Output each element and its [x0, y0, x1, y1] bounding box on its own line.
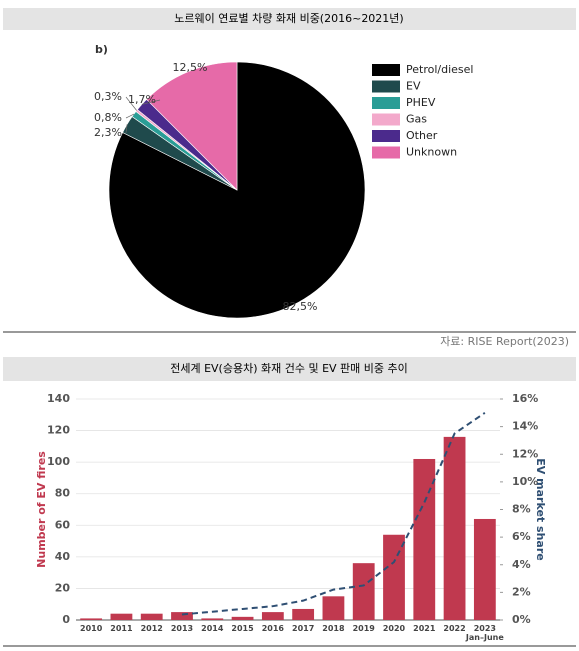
y2-tick-label: 4%: [512, 558, 531, 571]
x-tick-label: 2017: [292, 624, 315, 633]
x-tick-label: 2013: [170, 624, 194, 633]
y-tick-label: 20: [55, 581, 71, 594]
y2-tick-label: 14%: [512, 420, 538, 433]
data-label: 2,3%: [94, 126, 122, 139]
pie-slice: [146, 61, 238, 191]
legend-label: PHEV: [406, 96, 436, 109]
legend-swatch: [372, 64, 400, 76]
x-tick-label: 2015: [231, 624, 254, 633]
legend-swatch: [372, 113, 400, 126]
chart-title: 노르웨이 연료별 차량 화재 비중(2016~2021년): [174, 12, 403, 25]
y-tick-label: 60: [55, 518, 71, 531]
y2-tick-label: 6%: [512, 530, 531, 543]
x-tick-label: 2023 Jan–June: [465, 624, 504, 642]
bar: [413, 458, 436, 620]
chart-title: 전세계 EV(승용차) 화재 건수 및 EV 판매 비중 추이: [170, 362, 408, 375]
bar: [201, 618, 224, 620]
bar: [383, 534, 405, 620]
y-tick-label: 120: [47, 424, 70, 437]
data-label: 0,3%: [94, 90, 122, 103]
bar: [352, 563, 375, 620]
data-label: 12,5%: [173, 61, 208, 74]
bar: [231, 616, 254, 620]
panel-label: b): [95, 43, 108, 56]
y-axis-title: Number of EV fires: [35, 451, 48, 568]
y2-tick-label: 16%: [512, 392, 538, 405]
x-tick-label: 2020: [382, 624, 406, 633]
bar: [171, 612, 193, 620]
x-tick-label: 2012: [140, 624, 163, 633]
bar: [473, 518, 496, 620]
legend-swatch: [372, 97, 400, 109]
leader-line: [125, 96, 137, 111]
x-tick-label: 2022: [443, 624, 466, 633]
bar: [110, 613, 133, 620]
legend-label: Gas: [406, 113, 427, 126]
x-tick-label: 2010: [80, 624, 103, 633]
y2-tick-label: 2%: [512, 585, 531, 598]
x-tick-label: 2011: [110, 624, 133, 633]
bar: [443, 436, 466, 620]
y2-axis-title: EV market share: [534, 458, 547, 560]
y-tick-label: 40: [55, 550, 71, 563]
x-tick-label: 2014: [201, 624, 224, 633]
y2-tick-label: 12%: [512, 447, 538, 460]
line: [181, 411, 486, 616]
bar: [261, 612, 284, 620]
y2-tick-label: 0%: [512, 613, 531, 626]
legend-label: EV: [406, 80, 421, 93]
leader-line: [125, 124, 128, 134]
header-bar: [3, 8, 576, 30]
x-tick-label: 2019: [352, 624, 375, 633]
y-tick-label: 80: [55, 487, 71, 500]
bar: [322, 596, 345, 620]
y2-tick-label: 8%: [512, 503, 531, 516]
x-tick-label: 2016: [261, 624, 284, 633]
legend-swatch: [372, 130, 400, 142]
legend-label: Petrol/diesel: [406, 63, 473, 76]
x-tick-label: 2018: [322, 624, 345, 633]
leader-line: [141, 99, 161, 105]
legend-label: Other: [406, 129, 438, 142]
source: 자료: RISE Report(2023): [440, 335, 569, 348]
bar: [140, 613, 163, 620]
x-tick-label: 2021: [413, 624, 436, 633]
legend-swatch: [372, 80, 400, 93]
legend-swatch: [372, 146, 400, 159]
bar: [292, 608, 315, 620]
y2-tick-label: 10%: [512, 475, 538, 488]
bar: [80, 618, 103, 620]
data-label: 1,7%: [128, 93, 156, 106]
data-label: 0,8%: [94, 111, 122, 124]
leader-line: [125, 113, 135, 119]
y-tick-label: 140: [47, 392, 70, 405]
header-bar: [3, 357, 576, 381]
y-tick-label: 0: [62, 613, 70, 626]
y-tick-label: 100: [47, 455, 70, 468]
legend-label: Unknown: [406, 146, 457, 159]
data-label: 82,5%: [283, 300, 318, 313]
